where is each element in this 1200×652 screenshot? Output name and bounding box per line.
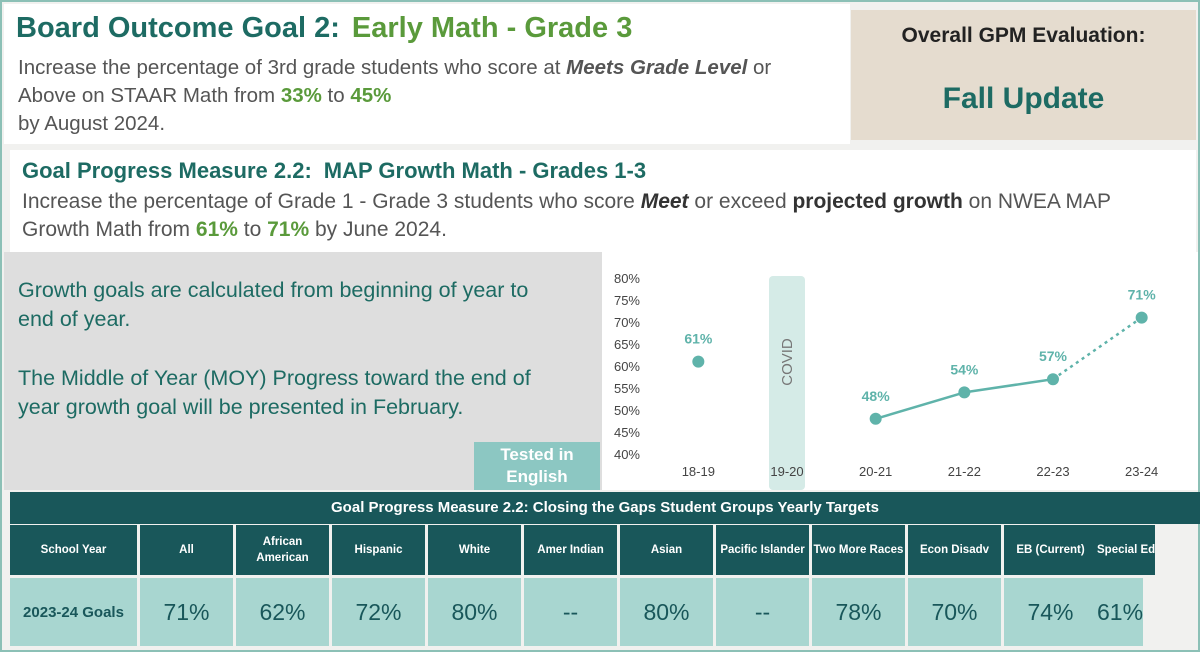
table-cell: 74% bbox=[1004, 578, 1097, 646]
goal-from-value: 33% bbox=[280, 84, 322, 107]
goal-title: Board Outcome Goal 2: Early Math - Grade … bbox=[16, 12, 632, 45]
table-header-cell: Amer Indian bbox=[524, 525, 617, 575]
gaps-table: Goal Progress Measure 2.2: Closing the G… bbox=[10, 492, 1200, 650]
data-point bbox=[692, 355, 705, 368]
y-tick-label: 55% bbox=[614, 381, 640, 396]
gpm-desc-text: or exceed bbox=[688, 190, 793, 213]
data-label: 61% bbox=[684, 331, 713, 347]
data-label: 48% bbox=[862, 388, 891, 404]
gpm-title-label: Goal Progress Measure 2.2: bbox=[22, 158, 312, 183]
goal-description: Increase the percentage of 3rd grade stu… bbox=[18, 54, 778, 138]
table-header-cell: Two More Races bbox=[812, 525, 905, 575]
table-cell: 72% bbox=[332, 578, 425, 646]
evaluation-value: Fall Update bbox=[942, 82, 1105, 115]
table-cell: 80% bbox=[428, 578, 521, 646]
y-tick-label: 65% bbox=[614, 337, 640, 352]
y-tick-label: 80% bbox=[614, 271, 640, 286]
table-title: Goal Progress Measure 2.2: Closing the G… bbox=[10, 492, 1200, 524]
moy-note: The Middle of Year (MOY) Progress toward… bbox=[18, 366, 531, 419]
gpm-desc-text: to bbox=[237, 218, 268, 241]
table-row-label: 2023-24 Goals bbox=[10, 578, 137, 646]
gpm-desc-bold: projected growth bbox=[792, 190, 963, 213]
gpm-desc-text: Increase the percentage of Grade 1 - Gra… bbox=[22, 190, 641, 213]
y-tick-label: 50% bbox=[614, 403, 640, 418]
goal-deadline: by August 2024. bbox=[18, 112, 166, 135]
growth-note: Growth goals are calculated from beginni… bbox=[18, 278, 529, 331]
y-tick-label: 75% bbox=[614, 293, 640, 308]
table-cell: 61% bbox=[1097, 578, 1144, 646]
goal-desc-emphasis: Meets Grade Level bbox=[566, 56, 748, 79]
y-tick-label: 60% bbox=[614, 359, 640, 374]
gpm-section: Goal Progress Measure 2.2: MAP Growth Mat… bbox=[10, 150, 1196, 252]
table-header-cell: School Year bbox=[10, 525, 137, 575]
evaluation-box: Overall GPM Evaluation: Fall Update bbox=[851, 10, 1196, 140]
gpm-title: Goal Progress Measure 2.2: MAP Growth Mat… bbox=[22, 158, 646, 184]
x-tick-label: 20-21 bbox=[859, 464, 892, 479]
x-tick-label: 22-23 bbox=[1036, 464, 1069, 479]
x-tick-label: 21-22 bbox=[948, 464, 981, 479]
tested-in-english-label: Tested in English bbox=[474, 442, 600, 490]
table-header-cell: Special Ed bbox=[1097, 525, 1156, 575]
notes-panel: Growth goals are calculated from beginni… bbox=[4, 252, 602, 490]
goal-header: Board Outcome Goal 2: Early Math - Grade … bbox=[4, 4, 850, 144]
table-header-cell: Econ Disadv bbox=[908, 525, 1001, 575]
y-tick-label: 70% bbox=[614, 315, 640, 330]
data-point bbox=[1047, 373, 1059, 386]
table-cell: 78% bbox=[812, 578, 905, 646]
table-header-cell: Asian bbox=[620, 525, 713, 575]
table-cell: 71% bbox=[140, 578, 233, 646]
gpm-subtitle: MAP Growth Math - Grades 1-3 bbox=[323, 158, 647, 183]
gpm-to-value: 71% bbox=[267, 218, 310, 241]
table-header-cell: EB (Current) bbox=[1004, 525, 1097, 575]
data-label: 54% bbox=[950, 361, 979, 377]
data-point bbox=[958, 386, 971, 399]
series-line bbox=[875, 391, 965, 420]
x-tick-label: 23-24 bbox=[1125, 464, 1158, 479]
gpm-desc-text: on NWEA MAP Growth Math from bbox=[22, 190, 1111, 241]
goal-title-label: Board Outcome Goal 2: bbox=[16, 12, 340, 44]
goal-desc-text: Increase the percentage of 3rd grade stu… bbox=[18, 56, 567, 79]
table-cell: 70% bbox=[908, 578, 1001, 646]
data-point bbox=[1135, 311, 1148, 324]
table-header-row: School Year All African American Hispanic Wh… bbox=[10, 525, 1200, 575]
data-label: 57% bbox=[1039, 348, 1068, 364]
table-cell: 62% bbox=[236, 578, 329, 646]
goal-subtitle: Early Math - Grade 3 bbox=[351, 12, 633, 44]
y-tick-label: 45% bbox=[614, 425, 640, 440]
table-row: 2023-24 Goals 71% 62% 72% 80% -- 80% -- 78% 70% 74… bbox=[10, 578, 1200, 646]
chart-svg: COVID 80% 75% 70% 65% 60% 55% 50% 45% 40% 18-19 19-… bbox=[614, 271, 1158, 490]
x-tick-label: 19-20 bbox=[770, 464, 803, 479]
growth-chart: COVID 80% 75% 70% 65% 60% 55% 50% 45% 40% 18-19 19-… bbox=[602, 252, 1198, 490]
x-tick-label: 18-19 bbox=[682, 464, 715, 479]
table-header-cell: Pacific Islander bbox=[716, 525, 809, 575]
covid-label: COVID bbox=[779, 338, 796, 386]
evaluation-label: Overall GPM Evaluation: bbox=[901, 24, 1146, 47]
table-cell: -- bbox=[716, 578, 809, 646]
table-cell: 80% bbox=[620, 578, 713, 646]
table-header-cell: Hispanic bbox=[332, 525, 425, 575]
goal-to-value: 45% bbox=[350, 84, 392, 107]
data-point bbox=[869, 412, 882, 425]
table-header-cell: African American bbox=[236, 525, 329, 575]
goal-desc-text: to bbox=[321, 84, 351, 107]
table-header-cell: White bbox=[428, 525, 521, 575]
gpm-desc-text: by June 2024. bbox=[309, 218, 447, 241]
table-cell: -- bbox=[524, 578, 617, 646]
gpm-description: Increase the percentage of Grade 1 - Gra… bbox=[22, 188, 1182, 244]
table-header-cell: All bbox=[140, 525, 233, 575]
y-tick-label: 40% bbox=[614, 447, 640, 462]
gpm-from-value: 61% bbox=[195, 218, 238, 241]
goal-desc-text: or Above on STAAR Math from bbox=[18, 56, 772, 107]
covid-band bbox=[769, 276, 805, 490]
series-line bbox=[964, 377, 1054, 394]
gpm-desc-meet: Meet bbox=[640, 190, 689, 213]
data-label: 71% bbox=[1128, 287, 1157, 303]
